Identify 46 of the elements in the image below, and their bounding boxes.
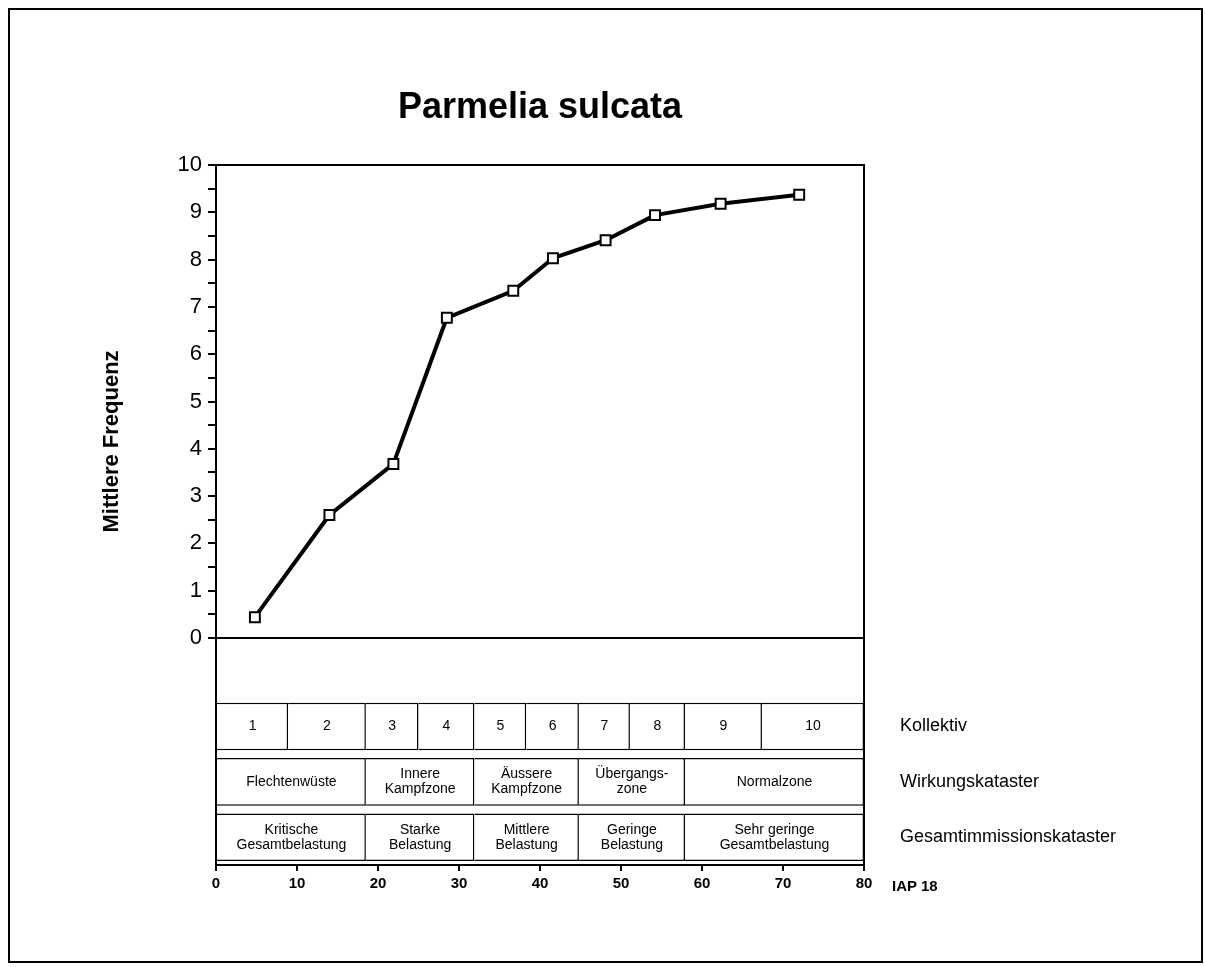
x-tick-label: 10	[288, 874, 306, 892]
data-label: Starke Belastung	[388, 820, 452, 852]
series-label: 3	[388, 717, 397, 734]
y-tick-label: Kollektiv	[900, 715, 968, 736]
y-tick-label: 1	[189, 576, 202, 602]
y-tick-label: 10	[177, 151, 202, 177]
series-label: 1	[248, 717, 257, 734]
y-tick-label: 3	[189, 482, 202, 508]
y-tick-label: 9	[189, 198, 202, 224]
y-axis-title: Mittlere Frequenz	[98, 350, 124, 533]
x-tick-label: 40	[531, 874, 549, 892]
chart-title: Parmelia sulcata	[397, 84, 684, 126]
y-tick-label: 8	[189, 245, 202, 271]
series-label: 10	[805, 717, 821, 734]
y-tick-label: 0	[189, 624, 202, 650]
data-label: Normalzone	[736, 772, 813, 789]
data-label: Sehr geringe Gesamtbelastung	[719, 820, 830, 852]
series-label: 6	[548, 717, 557, 734]
y-tick-label: Wirkungskataster	[900, 770, 1040, 791]
y-tick-label: 7	[189, 292, 202, 318]
x-tick-label: 20	[369, 874, 387, 892]
data-label: Innere Kampfzone	[384, 765, 456, 797]
y-tick-label: Gesamtimmissionskataster	[900, 826, 1117, 847]
data-label: Kritische Gesamtbelastung	[236, 820, 347, 852]
data-label: Geringe Belastung	[600, 820, 664, 852]
x-tick-label: 60	[693, 874, 711, 892]
x-tick-label: 70	[774, 874, 792, 892]
y-tick-label: 6	[189, 340, 202, 366]
y-tick-label: 5	[189, 387, 202, 413]
data-label: Flechtenwüste	[246, 772, 337, 789]
data-label: Übergangs- zone	[595, 764, 669, 797]
series-label: 9	[719, 717, 728, 734]
y-tick-label: 2	[189, 529, 202, 555]
data-label: Äussere Kampfzone	[491, 765, 563, 797]
x-tick-label: 50	[612, 874, 630, 892]
x-axis-title: IAP 18	[892, 876, 938, 894]
x-tick-label: 80	[855, 874, 873, 892]
data-label: Mittlere Belastung	[495, 820, 558, 852]
series-label: 4	[442, 717, 451, 734]
x-tick-label: 0	[211, 874, 221, 892]
series-label: 5	[496, 717, 505, 734]
series-label: 8	[653, 717, 662, 734]
x-tick-label: 30	[450, 874, 468, 892]
series-label: 2	[323, 717, 332, 734]
y-tick-label: 4	[189, 434, 202, 460]
series-label: 7	[600, 717, 609, 734]
